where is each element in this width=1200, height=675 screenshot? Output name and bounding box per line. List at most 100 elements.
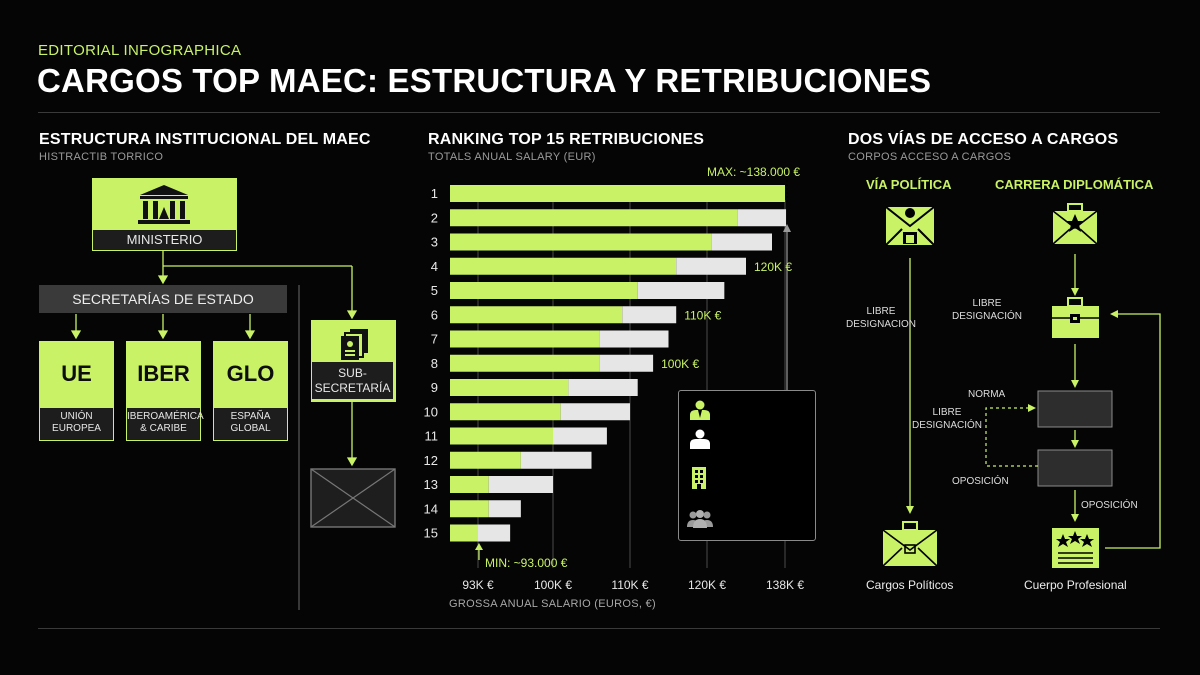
person-suit-icon [690,400,710,420]
ministerio-box [92,178,237,232]
min-label: MIN: ~93.000 € [485,556,568,570]
political-title: VÍA POLÍTICA [866,177,952,192]
category-label: 13 [424,477,438,492]
briefcase-icon [1052,297,1099,338]
libre-label-3-a: LIBRE [972,298,1002,309]
bar-secondary [568,379,638,396]
bar-secondary [599,354,654,372]
libre-label-2-b: DESIGNACIÓN [911,420,982,431]
diplomatic-title: CARRERA DIPLOMÁTICA [995,177,1154,192]
norma-box [1037,390,1113,428]
building-columns-icon [138,185,190,224]
libre-label-3: LIBRE DESIGNACIÓN [950,297,1024,323]
access-title: DOS VÍAS DE ACCESO A CARGOS [848,131,1119,148]
x-axis-title: GROSSA ANUAL SALARIO (EUROS, €) [449,598,656,610]
bar-primary [450,500,489,518]
legend-box [678,390,816,541]
unit-glo-line2: GLOBAL [230,423,271,434]
x-tick-label: 93K € [462,578,494,592]
unit-iber-code: IBER [126,341,201,407]
category-label: 15 [424,526,438,541]
category-label: 11 [425,429,439,444]
structure-connectors [70,250,358,610]
value-annotation: 110K € [684,308,721,322]
value-annotation: 120K € [754,260,792,274]
x-tick-label: 100K € [534,578,572,592]
category-label: 12 [424,453,438,468]
kicker: EDITORIAL INFOGRAPHICA [38,42,242,59]
bar-primary [450,427,553,445]
value-annotation: 100K € [661,357,699,371]
bar-primary [450,185,785,202]
sub-line1: SUB- [338,366,367,380]
libre-label-1-a: LIBRE [866,306,896,317]
envelope-briefcase-icon [882,521,938,567]
bar-primary [450,403,561,421]
building-icon [692,467,706,489]
max-label: MAX: ~138.000 € [707,165,801,179]
category-label: 5 [431,283,438,298]
envelope-star-icon [1052,203,1098,245]
norma-label: NORMA [968,389,1006,400]
unit-ue-code: UE [39,341,114,407]
bar-secondary [553,427,607,445]
bar-primary [450,257,677,275]
footer-divider [38,628,1160,629]
unit-iber: IBER IBEROAMÉRICA & CARIBE [126,341,204,443]
category-label: 2 [431,210,438,225]
unit-ue-line1: UNIÓN [60,411,93,422]
unit-iber-line2: & CARIBE [140,423,187,434]
image-placeholder-icon [310,468,396,528]
bar-secondary [711,233,772,251]
structure-title: ESTRUCTURA INSTITUCIONAL DEL MAEC [39,131,371,148]
bar-secondary [599,330,669,348]
category-label: 8 [431,356,438,371]
category-label: 3 [431,235,438,250]
unit-ue: UE UNIÓN EUROPEA [39,341,114,443]
bar-secondary [622,306,677,324]
oposicion-box [1037,449,1113,487]
cargos-politicos-label: Cargos Políticos [866,578,954,592]
structure-subtitle: HISTRACTIB TORRICO [39,151,164,163]
libre-label-1-b: DESIGNACION [845,319,916,330]
max-arrow-head [783,224,791,232]
secretarias-bar: SECRETARÍAS DE ESTADO [39,285,287,313]
bar-primary [450,306,623,324]
unit-glo: GLO ESPAÑA GLOBAL [213,341,288,443]
x-tick-label: 120K € [688,578,726,592]
cuerpo-profesional-label: Cuerpo Profesional [1024,578,1127,592]
ministerio-label: MINISTERIO [92,229,237,251]
category-label: 6 [431,307,438,322]
category-label: 7 [431,332,438,347]
bar-secondary [520,451,592,469]
documents-icon [341,329,368,360]
subsecretaria-box: SUB- SECRETARÍA [311,320,396,402]
access-flow [882,203,1161,568]
bar-secondary [737,209,787,227]
libre-label-2: LIBRE DESIGNACIÓN [910,406,984,432]
bar-primary [450,524,478,542]
bar-secondary [478,524,511,542]
bar-secondary [488,500,521,518]
min-arrow-head [475,543,483,550]
category-label: 9 [431,380,438,395]
category-label: 10 [424,404,438,419]
ranking-subtitle: TOTALS ANUAL SALARY (EUR) [428,151,596,163]
ranking-title: RANKING TOP 15 RETRIBUCIONES [428,131,705,148]
libre-label-1: LIBRE DESIGNACION [844,305,918,331]
access-subtitle: CORPOS ACCESO A CARGOS [848,151,1012,163]
libre-label-3-b: DESIGNACIÓN [951,311,1022,322]
page-title: CARGOS TOP MAEC: ESTRUCTURA Y RETRIBUCIO… [37,62,932,99]
certificate-stars-icon [1052,528,1099,568]
bar-primary [450,476,489,493]
libre-label-2-a: LIBRE [932,407,962,418]
bar-secondary [488,476,553,493]
bar-primary [450,282,638,299]
header-divider [38,112,1160,113]
x-tick-label: 110K € [611,578,648,592]
category-label: 4 [431,259,438,274]
unit-iber-line1: IBEROAMÉRICA [127,411,204,422]
bar-primary [450,379,569,396]
group-icon [687,510,713,528]
